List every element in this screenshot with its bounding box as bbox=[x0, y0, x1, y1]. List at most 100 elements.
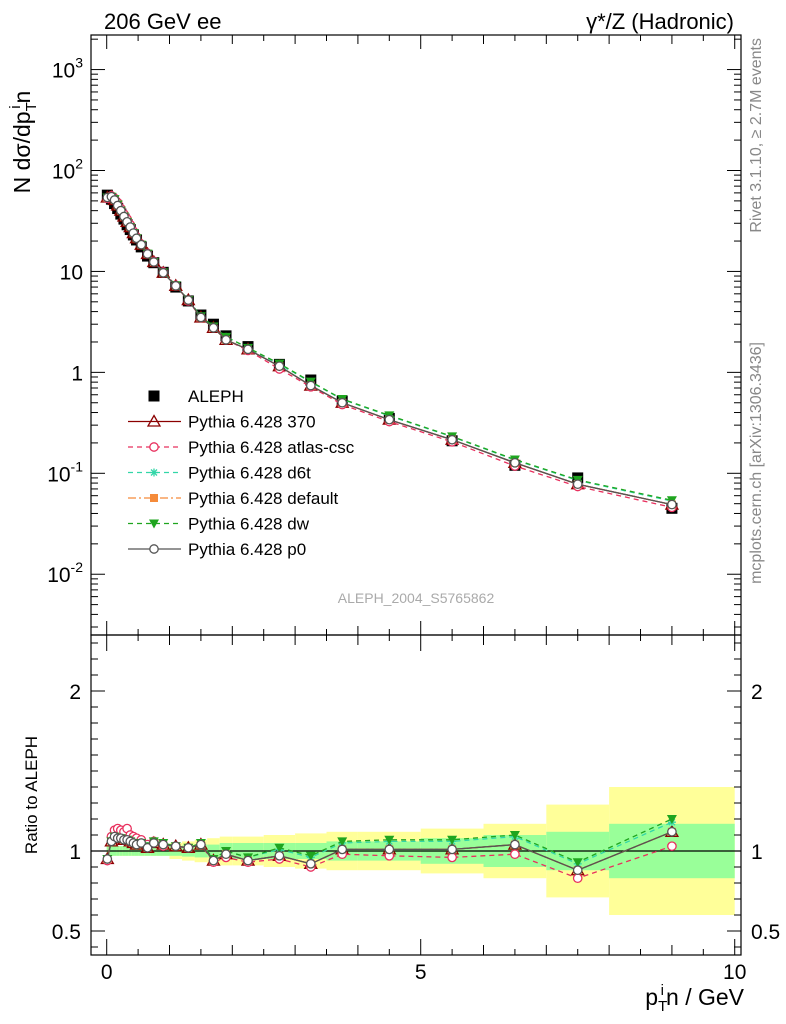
main-y-axis-label-sub: T bbox=[23, 102, 40, 111]
main-series-point-6 bbox=[131, 233, 142, 244]
ratio-series-point-4 bbox=[384, 835, 395, 845]
ratio-series-point-5 bbox=[667, 826, 677, 837]
main-series-point-6 bbox=[510, 457, 520, 468]
main-y-axis-label-tail: n bbox=[9, 91, 35, 104]
main-series-point-6 bbox=[148, 257, 159, 267]
ratio-y-tick-label-right: 0.5 bbox=[751, 921, 780, 944]
main-series-point-6 bbox=[196, 312, 206, 323]
ratio-series-point-5 bbox=[243, 855, 253, 866]
ratio-series-point-4 bbox=[666, 815, 677, 824]
main-series-point-6 bbox=[337, 397, 348, 408]
ratio-series-point-4 bbox=[447, 835, 458, 845]
legend-marker bbox=[146, 414, 162, 427]
main-y-tick-label: 103 bbox=[52, 55, 83, 83]
legend-label: Pythia 6.428 default bbox=[188, 489, 339, 508]
main-panel-series bbox=[100, 189, 680, 514]
main-y-tick-label-base: 10 bbox=[47, 564, 70, 587]
main-y-tick-label: 10-1 bbox=[47, 458, 83, 486]
ratio-series-point-5 bbox=[170, 841, 181, 852]
main-series-point-6 bbox=[208, 323, 219, 333]
header-right-label: γ*/Z (Hadronic) bbox=[586, 9, 734, 34]
legend-label: Pythia 6.428 370 bbox=[188, 413, 316, 432]
ratio-series-point-1 bbox=[510, 849, 520, 860]
main-y-tick-label: 10 bbox=[60, 261, 83, 284]
main-y-tick-label-exponent: 3 bbox=[75, 55, 83, 71]
main-y-tick-label-exponent: 2 bbox=[75, 155, 83, 171]
header-left-label: 206 GeV ee bbox=[104, 9, 221, 34]
main-series-point-6 bbox=[170, 280, 181, 291]
main-y-tick-label: 10-2 bbox=[47, 559, 83, 587]
main-series-line-2 bbox=[106, 195, 673, 508]
legend: ALEPH Pythia 6.428 370 Pythia 6.428 atlas-… bbox=[128, 387, 355, 559]
ratio-series-point-5 bbox=[305, 858, 316, 869]
x-axis-label-sup: i bbox=[661, 982, 664, 999]
ratio-panel-bands bbox=[91, 787, 741, 915]
main-y-axis-label: N dσ/dpTin bbox=[7, 91, 40, 194]
ratio-series-point-1 bbox=[572, 873, 583, 884]
main-series-point-6 bbox=[183, 295, 194, 305]
main-y-tick-label-base: 10 bbox=[52, 160, 75, 183]
ratio-series-point-4 bbox=[337, 837, 348, 847]
ratio-series-point-4 bbox=[572, 858, 583, 868]
main-y-tick-label-exponent: -1 bbox=[71, 458, 84, 474]
legend-marker bbox=[150, 494, 158, 502]
x-axis-label-p: p bbox=[645, 984, 658, 1010]
main-series-line-6 bbox=[107, 195, 673, 506]
ratio-series-point-1 bbox=[667, 841, 677, 852]
main-series-point-6 bbox=[274, 361, 285, 372]
main-series-point-6 bbox=[305, 380, 316, 391]
ratio-series-point-5 bbox=[208, 855, 219, 866]
main-y-tick-label-exponent: -2 bbox=[71, 559, 84, 575]
ratio-series-point-5 bbox=[136, 838, 147, 848]
x-axis-label: pTin / GeV bbox=[645, 982, 744, 1015]
ratio-y-tick-label-right: 1 bbox=[751, 841, 763, 864]
ratio-series-point-5 bbox=[447, 844, 457, 855]
ratio-y-tick-label-right: 2 bbox=[751, 681, 763, 704]
ratio-panel-frame bbox=[90, 634, 742, 956]
main-y-tick-label: 102 bbox=[52, 155, 83, 183]
ratio-series-point-5 bbox=[142, 842, 153, 853]
ratio-series-point-5 bbox=[337, 844, 348, 855]
main-series-point-6 bbox=[667, 499, 677, 510]
ratio-series-point-4 bbox=[274, 843, 285, 853]
legend-label: Pythia 6.428 atlas-csc bbox=[188, 438, 355, 457]
ratio-x-tick-label: 5 bbox=[415, 961, 427, 984]
main-y-tick-label-base: 10 bbox=[52, 60, 75, 83]
ratio-panel-series bbox=[100, 815, 680, 884]
watermark-label: ALEPH_2004_S5765862 bbox=[338, 590, 495, 606]
ratio-series-point-5 bbox=[510, 839, 520, 850]
main-series-point-6 bbox=[221, 334, 231, 345]
ratio-series-point-5 bbox=[384, 844, 395, 855]
ratio-series-point-4 bbox=[509, 831, 520, 840]
ratio-series-point-5 bbox=[158, 839, 169, 850]
legend-marker bbox=[150, 468, 158, 477]
ratio-series-point-5 bbox=[196, 839, 206, 850]
main-series-point-6 bbox=[243, 344, 253, 355]
x-axis-label-sub: T bbox=[658, 998, 667, 1015]
main-series-line-4 bbox=[107, 195, 673, 506]
main-y-tick-label-base: 10 bbox=[47, 463, 70, 486]
main-series-line-1 bbox=[107, 195, 673, 506]
main-y-axis-label-main: N dσ/dp bbox=[9, 111, 35, 193]
legend-label: ALEPH bbox=[188, 387, 244, 406]
mcplots-reference-label: mcplots.cern.ch [arXiv:1306.3436] bbox=[748, 342, 765, 584]
main-series-point-6 bbox=[447, 434, 457, 445]
main-series-point-6 bbox=[136, 239, 147, 250]
ratio-series-point-5 bbox=[183, 842, 194, 853]
legend-label: Pythia 6.428 dw bbox=[188, 515, 310, 534]
ratio-series-point-4 bbox=[305, 851, 316, 861]
legend-marker bbox=[149, 544, 159, 554]
ratio-y-tick-label-left: 2 bbox=[69, 681, 81, 704]
legend-marker bbox=[149, 442, 159, 452]
ratio-series-point-1 bbox=[447, 852, 457, 863]
ratio-series-point-5 bbox=[102, 854, 113, 864]
ratio-series-point-5 bbox=[221, 849, 231, 860]
ratio-x-tick-label: 10 bbox=[723, 961, 746, 984]
ratio-y-tick-label-left: 1 bbox=[69, 841, 81, 864]
main-series-point-6 bbox=[572, 479, 583, 490]
ratio-series-point-5 bbox=[148, 838, 159, 848]
ratio-series-line-4 bbox=[106, 818, 673, 863]
ratio-x-tick-label: 0 bbox=[101, 961, 113, 984]
x-axis-label-tail: n / GeV bbox=[666, 984, 745, 1010]
